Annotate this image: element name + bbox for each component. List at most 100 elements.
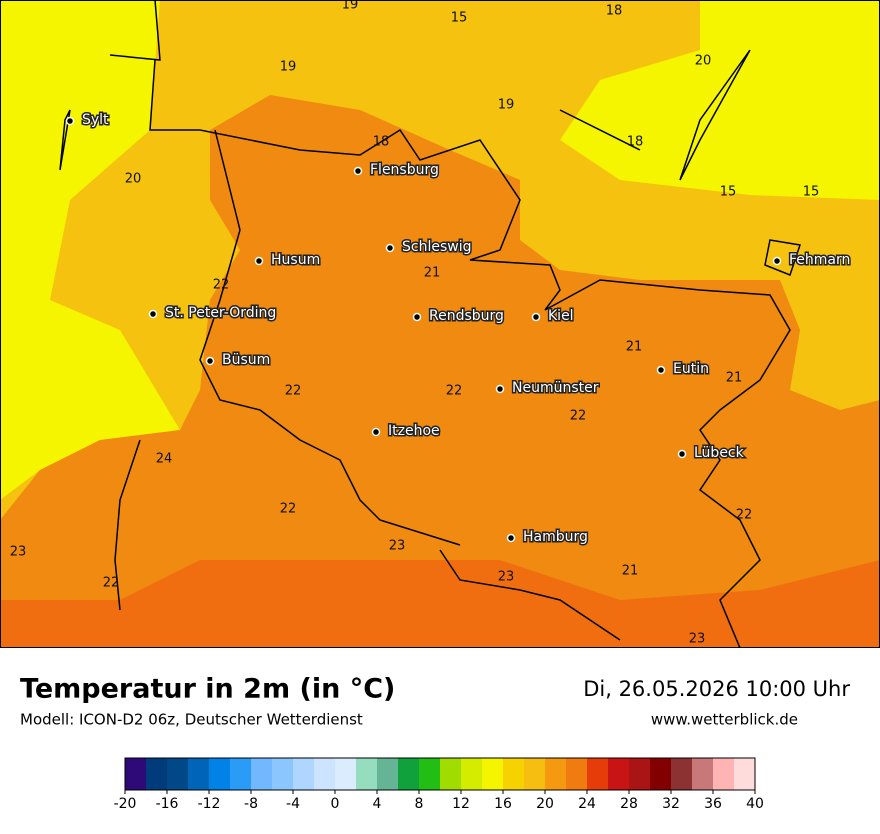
city-label: Sylt (82, 112, 109, 128)
temperature-label: 18 (627, 135, 644, 150)
colorbar-box (545, 758, 566, 790)
city-dot (656, 365, 666, 375)
temperature-label: 15 (720, 185, 737, 200)
colorbar-box (251, 758, 272, 790)
city-label: Kiel (548, 308, 574, 324)
colorbar-border (124, 757, 756, 791)
temperature-label: 19 (280, 60, 297, 75)
colorbar-tick-label: -16 (156, 796, 179, 812)
colorbar-tick-label: 0 (331, 796, 340, 812)
city-dot (506, 533, 516, 543)
colorbar-tick-label: -12 (198, 796, 221, 812)
colorbar-box (314, 758, 335, 790)
colorbar-box (608, 758, 629, 790)
city-label: Rendsburg (429, 308, 504, 324)
temperature-label: 15 (451, 11, 468, 26)
colorbar-box (125, 758, 146, 790)
colorbar: -20 -16 -12 -8 -4 0 4 8 12 16 20 24 28 32 36 40 (114, 757, 764, 812)
land-dark-orange (0, 560, 880, 648)
colorbar-tick-label: 4 (373, 796, 382, 812)
colorbar-tick-label: 16 (494, 796, 512, 812)
colorbar-box (230, 758, 251, 790)
colorbar-box (461, 758, 482, 790)
city-label: Hamburg (523, 529, 588, 545)
colorbar-tick-label: 24 (578, 796, 596, 812)
temperature-label: 19 (498, 98, 515, 113)
colorbar-tick-label: -8 (244, 796, 258, 812)
colorbar-tick-label: 12 (452, 796, 470, 812)
colorbar-box (692, 758, 713, 790)
subtitle: Modell: ICON-D2 06z, Deutscher Wetterdie… (20, 711, 363, 729)
colorbar-tick-label: 32 (662, 796, 680, 812)
city-dot (353, 166, 363, 176)
city-label: Itzehoe (388, 423, 440, 439)
colorbar-box (167, 758, 188, 790)
city-dot (772, 256, 782, 266)
city-dot (495, 384, 505, 394)
colorbar-box (188, 758, 209, 790)
temperature-labels: 19 15 18 19 20 19 18 18 20 15 15 21 22 21 21 22 22 22 24 22… (10, 0, 820, 647)
city-label: Husum (271, 252, 320, 268)
temperature-label: 22 (213, 278, 230, 293)
city-label: Flensburg (370, 162, 439, 178)
colorbar-tick-label: 20 (536, 796, 554, 812)
colorbar-box (524, 758, 545, 790)
colorbar-box (272, 758, 293, 790)
colorbar-box (398, 758, 419, 790)
coastline-east (109, 0, 791, 649)
temperature-label: 20 (695, 54, 712, 69)
colorbar-box (356, 758, 377, 790)
website: www.wetterblick.de (651, 711, 798, 729)
map-area: 19 15 18 19 20 19 18 18 20 15 15 21 22 21 21 22 22 22 24 22… (0, 0, 880, 649)
temperature-label: 21 (622, 564, 639, 579)
colorbar-tick-label: 8 (415, 796, 424, 812)
temperature-label: 22 (570, 409, 587, 424)
temperature-label: 18 (606, 4, 623, 19)
colorbar-box (734, 758, 755, 790)
temperature-label: 20 (125, 172, 142, 187)
elbe (439, 549, 621, 641)
city-label: Büsum (222, 352, 270, 368)
land-orange (0, 95, 880, 648)
colorbar-box (587, 758, 608, 790)
city-dot (148, 309, 158, 319)
temperature-label: 23 (10, 545, 27, 560)
city-label: Eutin (673, 361, 709, 377)
temperature-label: 23 (498, 570, 515, 585)
city-dot (412, 312, 422, 322)
colorbar-box (419, 758, 440, 790)
islands (59, 49, 801, 276)
title: Temperatur in 2m (in °C) (20, 674, 395, 705)
city-dot (677, 449, 687, 459)
colorbar-tick-label: 36 (704, 796, 722, 812)
city-label: Lübeck (694, 445, 745, 461)
temperature-label: 15 (803, 185, 820, 200)
temperature-label: 21 (626, 340, 643, 355)
city-label: Neumünster (512, 380, 599, 396)
colorbar-box (566, 758, 587, 790)
colorbar-tick-label: 40 (746, 796, 764, 812)
coastline-west (199, 129, 461, 546)
temperature-label: 22 (280, 502, 297, 517)
temperature-label: 21 (424, 266, 441, 281)
temperature-label: 24 (156, 452, 173, 467)
temperature-label: 21 (726, 371, 743, 386)
colorbar-box (503, 758, 524, 790)
coastlines (59, 0, 801, 649)
colorbar-box (293, 758, 314, 790)
temperature-label: 22 (103, 576, 120, 591)
colorbar-box (629, 758, 650, 790)
colorbar-tick-label: -4 (286, 796, 300, 812)
colorbar-box (713, 758, 734, 790)
temperature-label: 22 (736, 508, 753, 523)
date: Di, 26.05.2026 10:00 Uhr (583, 677, 850, 701)
coast-dithmarschen (114, 439, 141, 611)
colorbar-box (440, 758, 461, 790)
temperature-label: 22 (446, 384, 463, 399)
temperature-label: 23 (389, 539, 406, 554)
colorbar-tick-label: 28 (620, 796, 638, 812)
city-label: Fehmarn (789, 252, 850, 268)
colorbar-box (482, 758, 503, 790)
city-dot (531, 312, 541, 322)
